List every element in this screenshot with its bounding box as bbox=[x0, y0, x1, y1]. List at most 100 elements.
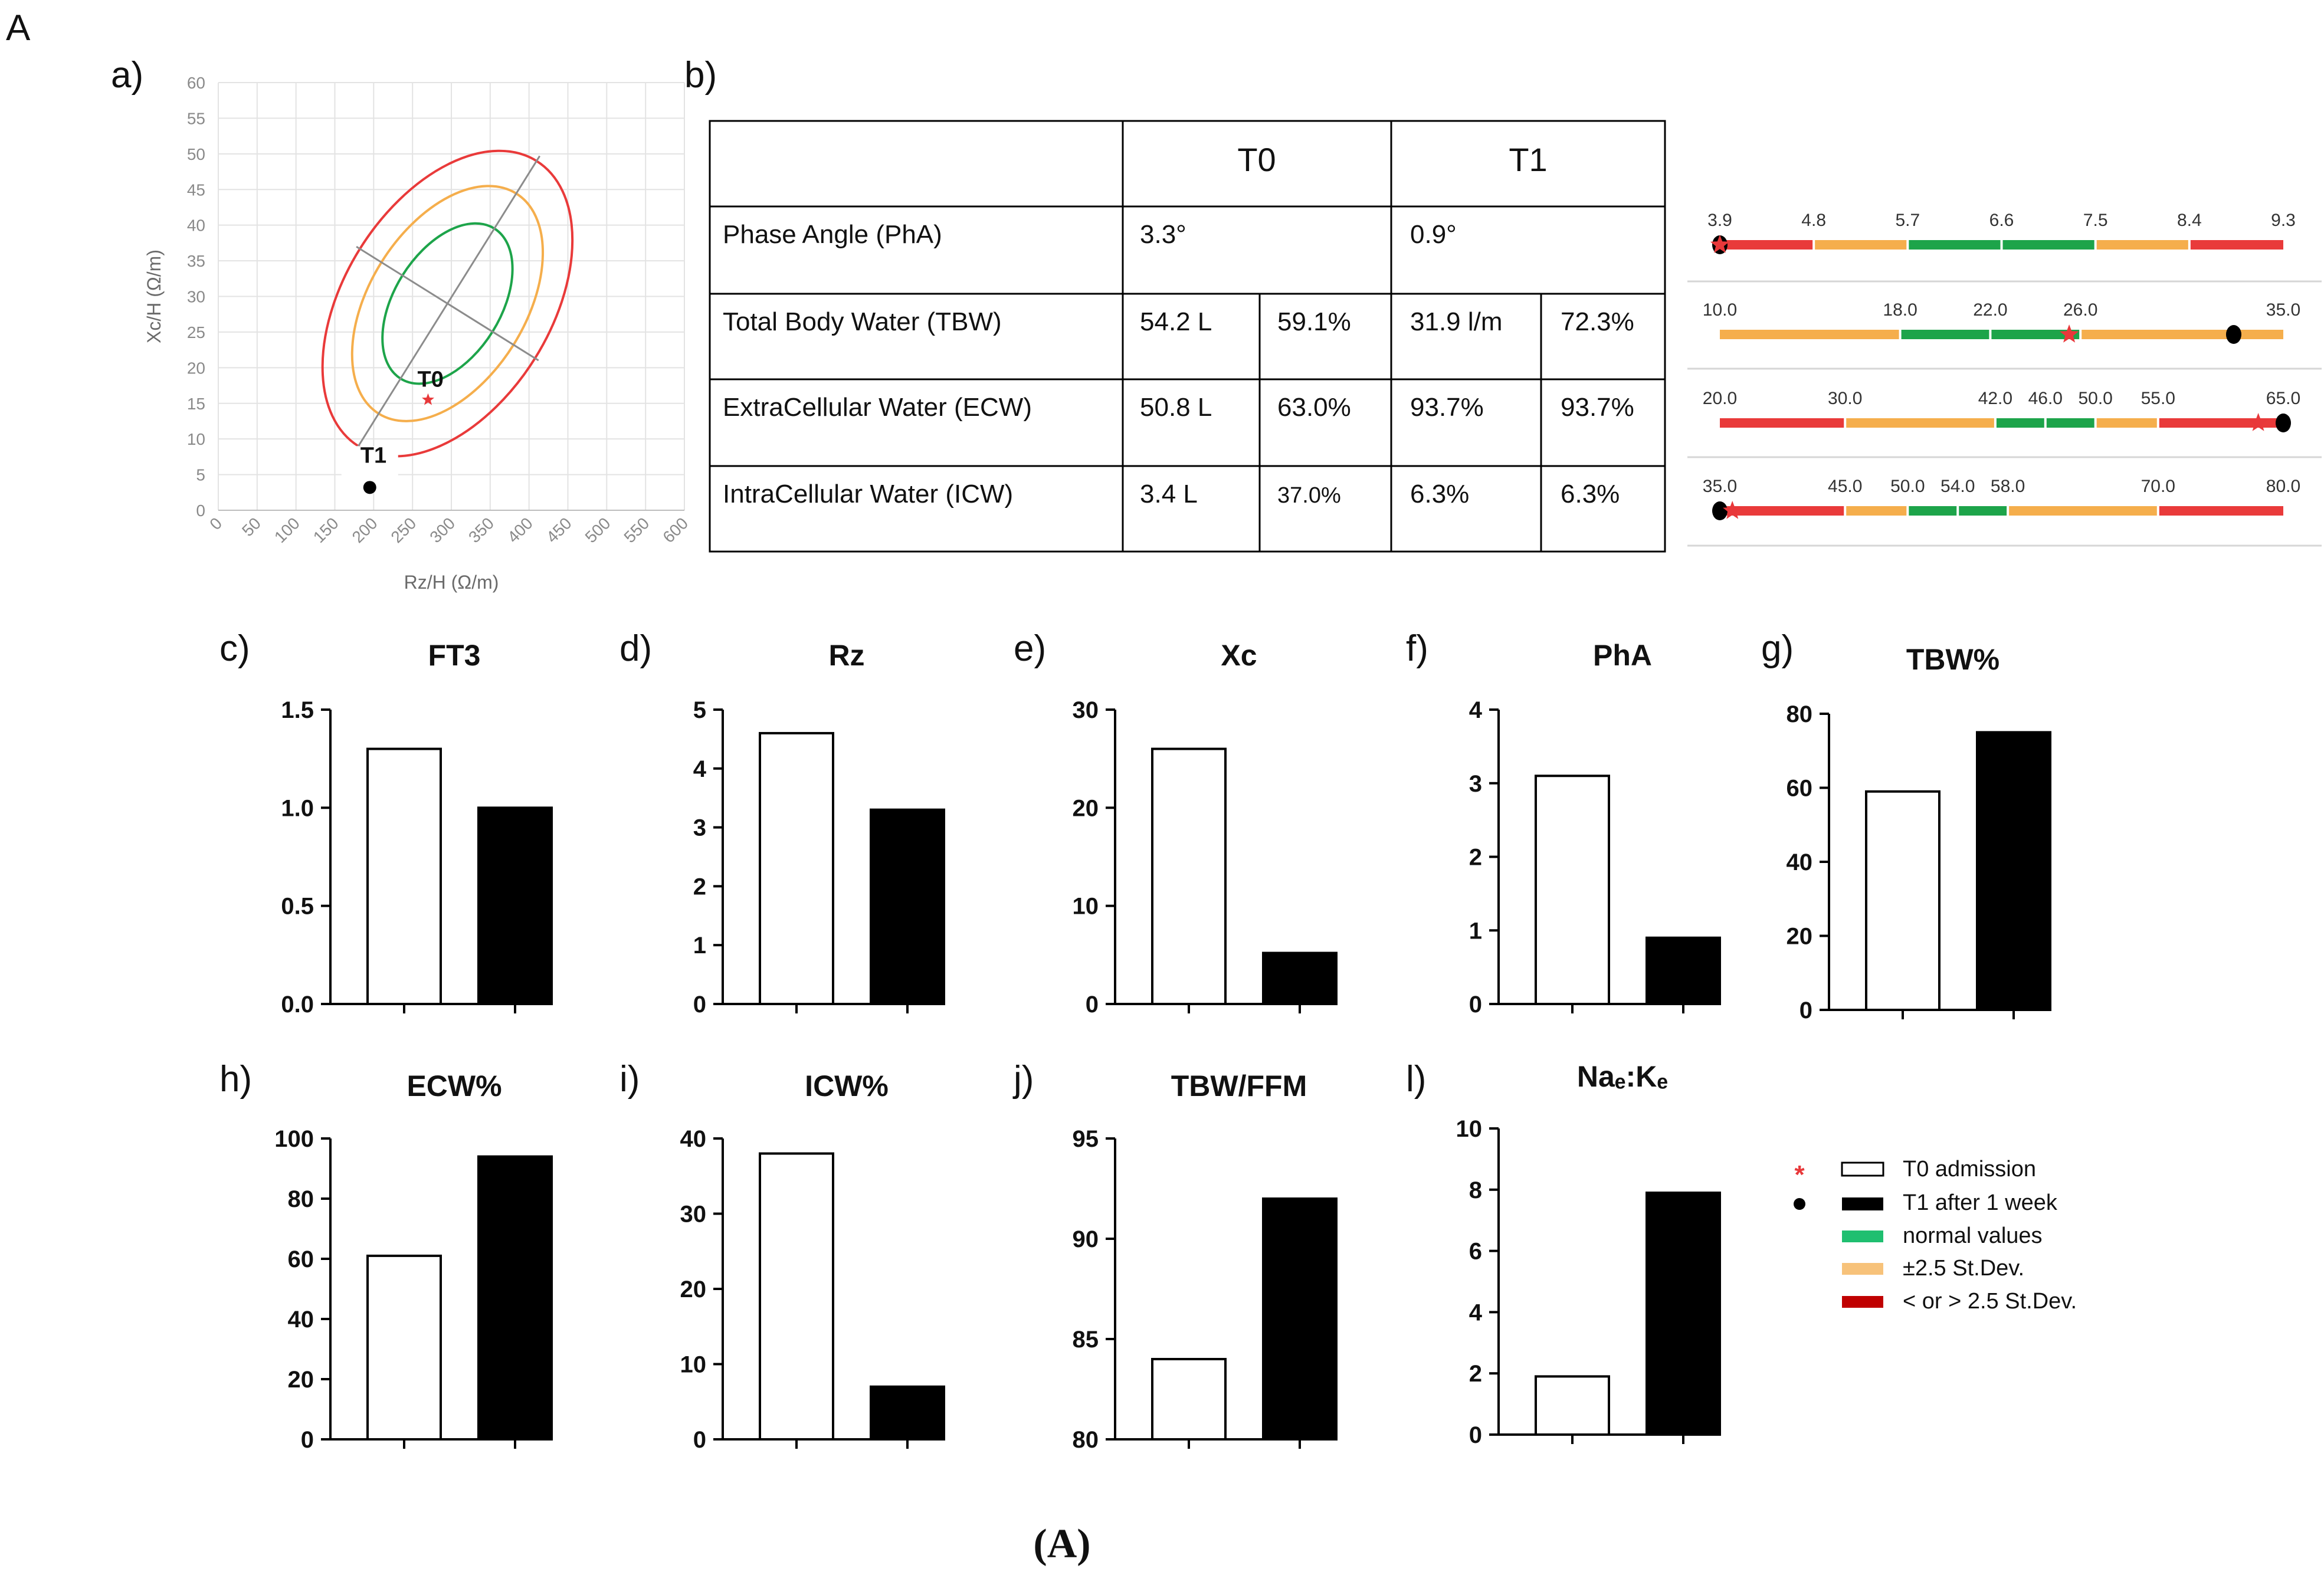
x-tick-label: 0 bbox=[206, 514, 225, 533]
chart-title-d: Rz bbox=[828, 639, 864, 672]
y-tick-label-g: 60 bbox=[1787, 776, 1813, 802]
y-tick-label-l: 4 bbox=[1469, 1300, 1483, 1325]
scale-tick-label: 55.0 bbox=[2141, 389, 2175, 408]
legend-swatch-normal bbox=[1842, 1231, 1883, 1242]
y-tick-label: 20 bbox=[187, 359, 205, 377]
y-tick-label-c: 1.0 bbox=[281, 795, 314, 821]
bar-g-t0 bbox=[1865, 790, 1941, 1012]
table-header-t0: T0 bbox=[1237, 141, 1276, 178]
y-tick-label-h: 80 bbox=[288, 1186, 314, 1212]
scale-tick-label: 26.0 bbox=[2063, 300, 2097, 320]
bar-c-t1 bbox=[477, 806, 553, 1006]
y-tick-label-j: 80 bbox=[1073, 1427, 1099, 1453]
y-tick-label: 55 bbox=[187, 109, 205, 127]
bar-f-t1 bbox=[1646, 936, 1721, 1005]
scale-tick-label: 80.0 bbox=[2266, 477, 2300, 496]
x-tick-label: 150 bbox=[310, 514, 342, 546]
scale-segment-red bbox=[2189, 240, 2283, 250]
legend-swatch-sd bbox=[1842, 1263, 1883, 1275]
y-tick-label-j: 90 bbox=[1073, 1226, 1099, 1252]
y-tick-label: 15 bbox=[187, 395, 205, 413]
x-axis-label: Rz/H (Ω/m) bbox=[404, 572, 499, 593]
legend-item-label: T1 after 1 week bbox=[1903, 1190, 2058, 1215]
chart-title-f: PhA bbox=[1593, 639, 1652, 672]
table-row-label: IntraCellular Water (ICW) bbox=[723, 480, 1013, 508]
scale-t1-dot bbox=[2276, 414, 2291, 432]
scale-segment-red bbox=[2158, 418, 2283, 428]
ellipse-minor-axis bbox=[356, 245, 539, 362]
chart-title-e: Xc bbox=[1221, 639, 1257, 672]
panel-label-e: e) bbox=[1014, 628, 1046, 669]
table-cell: 31.9 l/m bbox=[1410, 307, 1503, 336]
panel-label-h: h) bbox=[219, 1059, 252, 1100]
scale-tick-label: 6.6 bbox=[1989, 211, 2014, 230]
x-tick-label: 500 bbox=[582, 514, 614, 546]
scale-segment-orange bbox=[1845, 418, 1995, 428]
scale-t0-star bbox=[2059, 324, 2079, 343]
scale-tick-label: 3.9 bbox=[1707, 211, 1732, 230]
t0-point-label: T0 bbox=[418, 368, 444, 392]
table-cell: 37.0% bbox=[1277, 483, 1341, 508]
scale-t1-dot bbox=[2225, 325, 2241, 344]
y-tick-label: 25 bbox=[187, 323, 205, 342]
y-tick-label: 45 bbox=[187, 181, 205, 199]
legend-item-label: normal values bbox=[1903, 1223, 2043, 1248]
bar-c-t0 bbox=[366, 747, 442, 1005]
y-tick-label-h: 100 bbox=[274, 1126, 314, 1152]
chart-title-j: TBW/FFM bbox=[1171, 1069, 1307, 1102]
scale-tick-label: 30.0 bbox=[1828, 389, 1862, 408]
bar-e-t0 bbox=[1151, 747, 1227, 1005]
y-tick-label-c: 0.5 bbox=[281, 894, 314, 920]
scale-tick-label: 18.0 bbox=[1883, 300, 1917, 320]
panel-label-j: j) bbox=[1012, 1059, 1034, 1100]
y-tick-label-j: 85 bbox=[1073, 1327, 1099, 1353]
scale-segment-red bbox=[1720, 240, 1814, 250]
table-cell: 3.3° bbox=[1140, 220, 1186, 249]
y-tick-label-g: 40 bbox=[1787, 849, 1813, 875]
legend-item-label: < or > 2.5 St.Dev. bbox=[1903, 1289, 2077, 1314]
y-tick-label-i: 10 bbox=[680, 1352, 707, 1378]
scale-tick-label: 35.0 bbox=[1703, 477, 1737, 496]
t0-point-star bbox=[422, 393, 434, 405]
y-tick-label: 50 bbox=[187, 145, 205, 163]
scale-segment-orange bbox=[2008, 506, 2158, 516]
y-tick-label-e: 10 bbox=[1073, 894, 1099, 920]
x-tick-label: 200 bbox=[349, 514, 381, 546]
y-tick-label-e: 20 bbox=[1073, 795, 1099, 821]
y-tick-label-d: 5 bbox=[693, 697, 706, 723]
table-cell: 63.0% bbox=[1277, 393, 1351, 422]
y-tick-label-g: 80 bbox=[1787, 701, 1813, 727]
y-tick-label-c: 0.0 bbox=[281, 992, 314, 1018]
y-tick-label-f: 0 bbox=[1469, 992, 1482, 1018]
chart-title-h: ECW% bbox=[407, 1069, 501, 1102]
legend-star-symbol: * bbox=[1794, 1160, 1805, 1189]
table-border bbox=[709, 120, 1666, 553]
t1-label-bg bbox=[341, 446, 398, 482]
panel-label-l: l) bbox=[1406, 1059, 1426, 1100]
y-tick-label-h: 20 bbox=[288, 1367, 314, 1393]
legend-item-label: ±2.5 St.Dev. bbox=[1903, 1256, 2024, 1281]
scale-t0-star bbox=[1710, 235, 1730, 253]
x-tick-label: 400 bbox=[504, 514, 536, 546]
bar-i-t1 bbox=[870, 1385, 945, 1441]
y-tick-label-d: 0 bbox=[693, 992, 706, 1018]
y-tick-label-f: 4 bbox=[1469, 697, 1483, 723]
scale-tick-label: 45.0 bbox=[1828, 477, 1862, 496]
scale-tick-label: 70.0 bbox=[2141, 477, 2175, 496]
corner-label: A bbox=[6, 8, 31, 48]
panel-label-a: a) bbox=[111, 55, 143, 96]
table-cell: 93.7% bbox=[1410, 393, 1484, 422]
y-tick-label-l: 2 bbox=[1469, 1361, 1482, 1387]
y-tick-label-i: 20 bbox=[680, 1277, 707, 1302]
x-tick-label: 450 bbox=[543, 514, 575, 546]
bar-l-t0 bbox=[1535, 1375, 1610, 1436]
scale-tick-label: 8.4 bbox=[2177, 211, 2202, 230]
scale-segment-orange bbox=[2095, 418, 2158, 428]
y-tick-label-g: 20 bbox=[1787, 924, 1813, 950]
scale-segment-orange bbox=[1720, 330, 1900, 339]
table-cell: 50.8 L bbox=[1140, 393, 1212, 422]
y-tick-label-l: 6 bbox=[1469, 1239, 1482, 1265]
scale-segment-orange bbox=[1814, 240, 1908, 250]
bar-f-t0 bbox=[1535, 775, 1610, 1006]
